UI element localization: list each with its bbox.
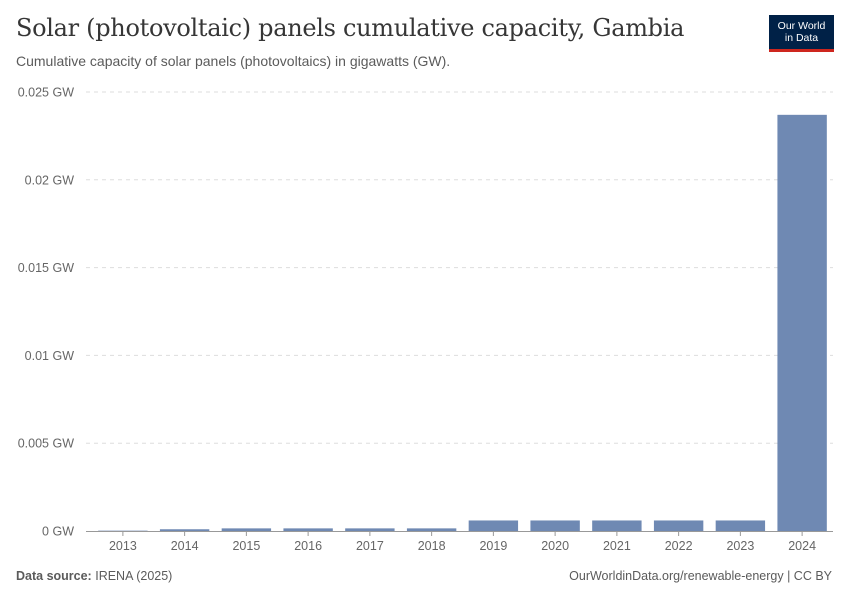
bar-2020[interactable] bbox=[530, 520, 580, 531]
bar-2014[interactable] bbox=[159, 529, 210, 531]
x-axis-ticks: 2013 2014 2015 2016 2017 2018 2019 2020 2021 2022… bbox=[109, 531, 816, 553]
y-axis-ticks: 0 GW 0.005 GW 0.01 GW 0.015 GW 0.02 GW 0.025 … bbox=[18, 86, 74, 539]
x-tick-label: 2020 bbox=[541, 539, 569, 553]
x-tick-label: 2013 bbox=[109, 539, 137, 553]
bar-2024[interactable] bbox=[777, 114, 827, 531]
y-tick-label: 0.015 GW bbox=[18, 261, 74, 275]
x-tick-label: 2014 bbox=[171, 539, 199, 553]
y-tick-label: 0.01 GW bbox=[25, 349, 75, 363]
x-tick-label: 2019 bbox=[479, 539, 507, 553]
source-link[interactable]: OurWorldinData.org/renewable-energy | CC… bbox=[569, 569, 832, 583]
logo-line-1: Our World bbox=[777, 20, 826, 32]
logo-line-2: in Data bbox=[784, 32, 819, 44]
x-tick-label: 2016 bbox=[294, 539, 322, 553]
bar-2022[interactable] bbox=[653, 520, 704, 531]
x-tick-label: 2017 bbox=[356, 539, 384, 553]
data-source-label: Data source: bbox=[16, 569, 92, 583]
bar-2016[interactable] bbox=[283, 528, 333, 531]
bar-2021[interactable] bbox=[592, 520, 642, 531]
chart-title: Solar (photovoltaic) panels cumulative c… bbox=[16, 14, 685, 42]
y-tick-label: 0.02 GW bbox=[25, 173, 75, 187]
owid-logo[interactable]: Our World in Data bbox=[769, 15, 834, 52]
y-tick-label: 0 GW bbox=[42, 525, 74, 539]
x-tick-label: 2018 bbox=[418, 539, 446, 553]
bar-2013[interactable] bbox=[98, 530, 148, 532]
chart-subtitle: Cumulative capacity of solar panels (pho… bbox=[16, 53, 451, 69]
x-tick-label: 2022 bbox=[665, 539, 693, 553]
data-source: Data source: IRENA (2025) bbox=[16, 569, 172, 583]
data-source-value: IRENA (2025) bbox=[95, 569, 173, 583]
x-tick-label: 2023 bbox=[726, 539, 754, 553]
bar-2023[interactable] bbox=[715, 520, 766, 531]
bars bbox=[98, 114, 827, 532]
y-tick-label: 0.025 GW bbox=[18, 86, 74, 100]
bar-2017[interactable] bbox=[345, 528, 395, 531]
y-tick-label: 0.005 GW bbox=[18, 437, 74, 451]
bar-2019[interactable] bbox=[468, 520, 519, 531]
x-tick-label: 2015 bbox=[232, 539, 260, 553]
x-tick-label: 2024 bbox=[788, 539, 816, 553]
bar-2015[interactable] bbox=[221, 528, 272, 531]
bar-2018[interactable] bbox=[406, 528, 457, 531]
x-tick-label: 2021 bbox=[603, 539, 631, 553]
grid-lines bbox=[86, 91, 833, 444]
